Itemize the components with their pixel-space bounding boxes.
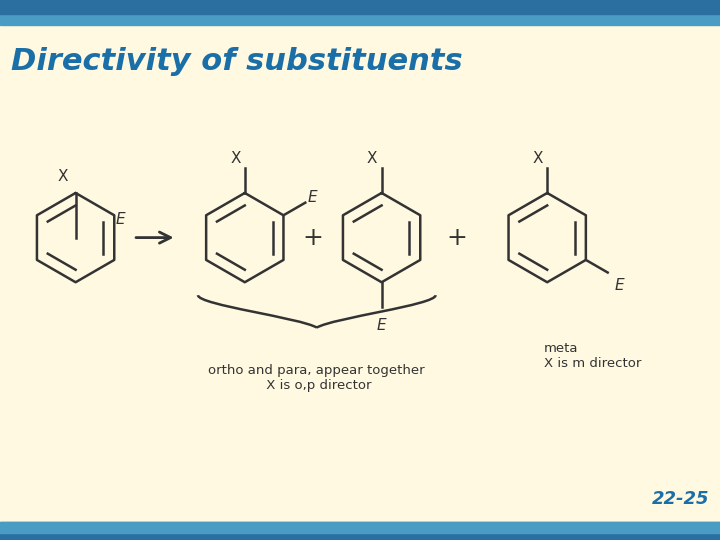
Text: X: X xyxy=(58,170,68,184)
Bar xyxy=(0,522,720,540)
Text: E: E xyxy=(614,278,624,293)
Text: E: E xyxy=(377,318,387,333)
Text: +: + xyxy=(303,226,323,249)
Bar xyxy=(0,0,720,15)
Text: E: E xyxy=(115,212,125,227)
Text: meta
X is m director: meta X is m director xyxy=(544,342,641,370)
Text: 22-25: 22-25 xyxy=(652,490,709,508)
Text: X: X xyxy=(230,151,240,166)
Text: X: X xyxy=(533,151,543,166)
Text: Directivity of substituents: Directivity of substituents xyxy=(11,47,462,76)
Bar xyxy=(0,0,720,25)
Bar xyxy=(0,522,720,533)
Text: ortho and para, appear together
 X is o,p director: ortho and para, appear together X is o,p… xyxy=(209,363,425,392)
Text: E: E xyxy=(307,191,317,206)
Text: X: X xyxy=(367,151,377,166)
Text: +: + xyxy=(447,226,467,249)
